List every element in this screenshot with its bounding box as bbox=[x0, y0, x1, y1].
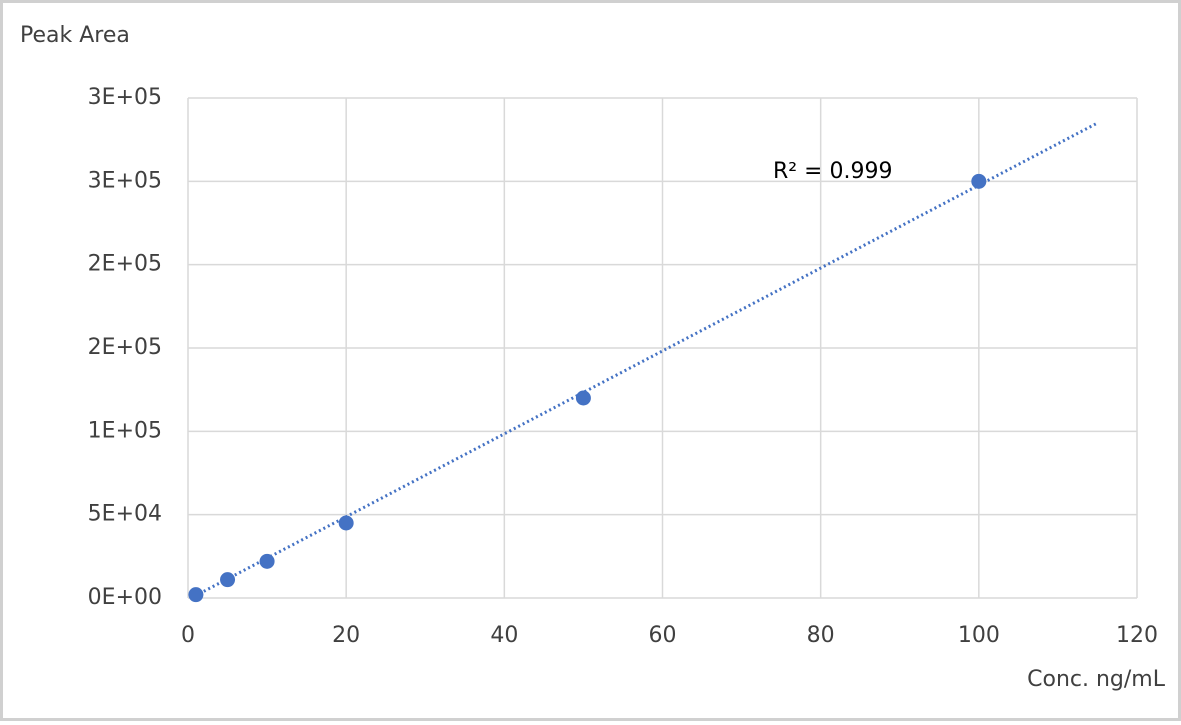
y-tick-label: 3E+05 bbox=[88, 168, 162, 193]
x-tick-label: 40 bbox=[490, 623, 518, 648]
y-tick-label: 3E+05 bbox=[88, 85, 162, 110]
y-tick-label: 1E+05 bbox=[88, 418, 162, 443]
x-tick-label: 20 bbox=[332, 623, 360, 648]
y-tick-label: 2E+05 bbox=[88, 335, 162, 360]
data-point bbox=[971, 173, 987, 189]
data-point bbox=[575, 390, 591, 406]
y-tick-label: 2E+05 bbox=[88, 252, 162, 277]
y-tick-label: 0E+00 bbox=[88, 585, 162, 610]
x-tick-label: 100 bbox=[958, 623, 1000, 648]
data-point bbox=[259, 553, 275, 569]
annotation: R² = 0.999 bbox=[773, 159, 893, 184]
x-tick-label: 120 bbox=[1116, 623, 1158, 648]
data-point bbox=[338, 515, 354, 531]
x-tick-label: 0 bbox=[181, 623, 195, 648]
x-tick-label: 80 bbox=[807, 623, 835, 648]
y-axis-title: Peak Area bbox=[20, 23, 130, 48]
data-point bbox=[188, 587, 204, 603]
x-tick-label: 60 bbox=[649, 623, 677, 648]
data-point bbox=[220, 572, 236, 588]
x-axis-title: Conc. ng/mL bbox=[1027, 667, 1166, 692]
trendline bbox=[203, 121, 1099, 593]
y-tick-label: 5E+04 bbox=[88, 502, 162, 527]
